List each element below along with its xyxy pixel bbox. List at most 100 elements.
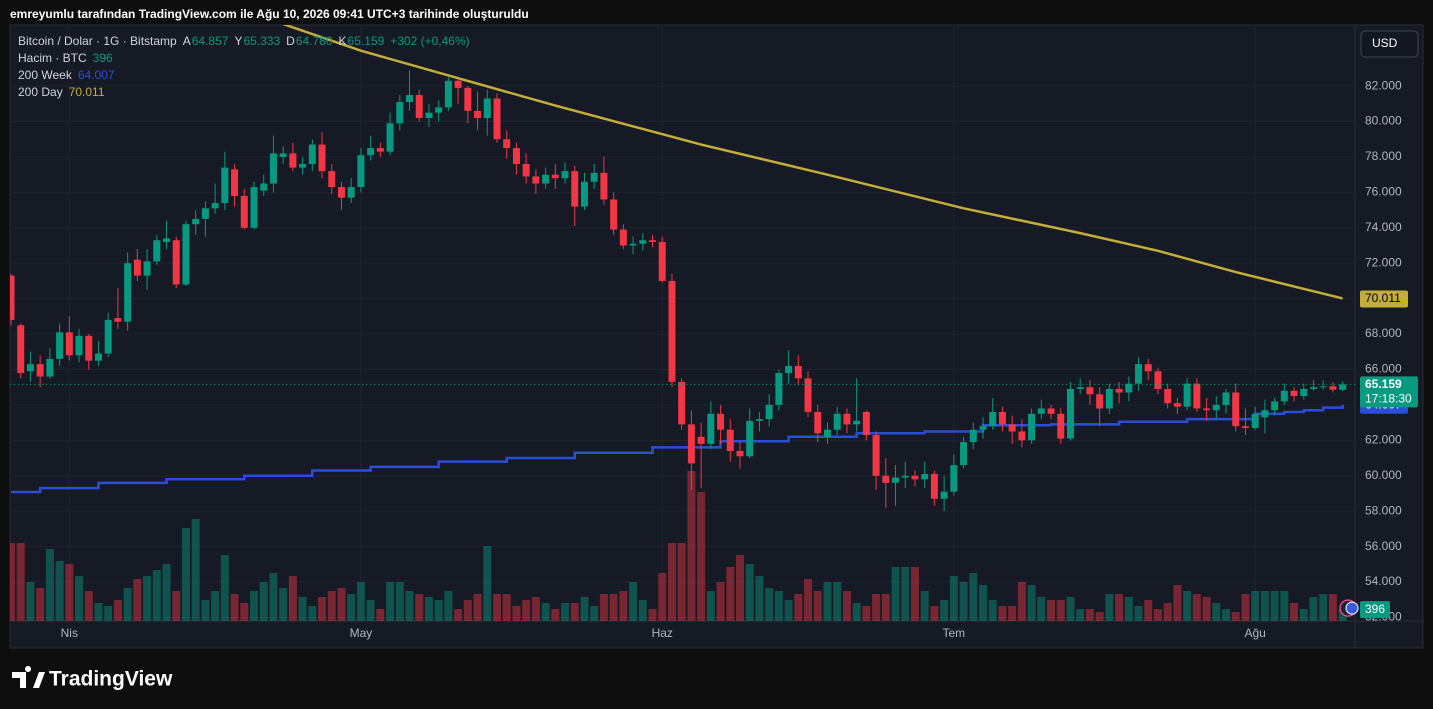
volume-bar [1309, 597, 1318, 621]
candle-body [746, 420, 754, 457]
candle-body [901, 475, 909, 478]
candle-body [124, 263, 132, 322]
candle-body [736, 450, 744, 457]
volume-bar [998, 606, 1007, 621]
candle-body [201, 208, 209, 219]
candle-body [425, 112, 433, 118]
candle-body [1105, 388, 1113, 409]
volume-bar [813, 591, 822, 621]
volume-bar [181, 528, 190, 621]
volume-bar [386, 582, 395, 621]
volume-bar [143, 576, 152, 621]
candle-body [221, 167, 229, 204]
candle-body [240, 195, 248, 228]
volume-bar [16, 543, 25, 621]
candle-body [454, 80, 462, 88]
candle-body [65, 332, 73, 356]
chart-frame [9, 24, 1424, 649]
moving-average [282, 25, 1343, 300]
volume-bar [1260, 591, 1269, 621]
candle-body [804, 378, 812, 413]
candle-body [250, 187, 258, 228]
candle-body [512, 148, 520, 165]
volume-bar [949, 576, 958, 621]
candle-body [1309, 387, 1317, 389]
volume-bar [395, 582, 404, 621]
volume-bar [1008, 606, 1017, 621]
volume-bar [405, 591, 414, 621]
candle-body [717, 413, 725, 430]
candle-body [36, 364, 44, 377]
volume-bar [366, 600, 375, 621]
grid-layer [10, 25, 1355, 621]
ohlc-key: K [339, 34, 347, 48]
candle-body [1280, 390, 1288, 402]
volume-bar [133, 579, 142, 621]
volume-bar [1241, 594, 1250, 621]
volume-bar [1144, 600, 1153, 621]
y-tick-label: 82.000 [1365, 78, 1402, 92]
candle-body [357, 155, 365, 188]
volume-bar [570, 603, 579, 621]
candle-body [56, 332, 64, 359]
volume-bar [1328, 594, 1337, 621]
candle-body [921, 473, 929, 480]
ohlc-key: Y [234, 34, 242, 48]
candle-body [668, 280, 676, 382]
volume-bar [619, 591, 628, 621]
volume-bar [1056, 600, 1065, 621]
candle-body [1300, 388, 1308, 397]
volume-bar [327, 591, 336, 621]
candle-body [551, 174, 559, 179]
volume-bar [1115, 594, 1124, 621]
legend: Bitcoin / Dolar · 1G · Bitstamp A64.857 Y6… [18, 34, 470, 99]
candle-body [580, 181, 588, 207]
volume-bar [959, 582, 968, 621]
candle-body [1135, 364, 1143, 384]
volume-bar [1066, 597, 1075, 621]
volume-bar [901, 567, 910, 621]
volume-bar [347, 594, 356, 621]
y-tick-label: 72.000 [1365, 255, 1402, 269]
candle-body [989, 412, 997, 427]
volume-bar [842, 591, 851, 621]
volume-bar [211, 591, 220, 621]
candle-body [483, 98, 491, 118]
candle-body [1251, 413, 1259, 428]
candle-body [872, 435, 880, 476]
candle-body [1232, 392, 1240, 427]
volume-bar [872, 594, 881, 621]
volume-bar [1027, 585, 1036, 621]
volume-bar [356, 582, 365, 621]
candle-body [1222, 392, 1230, 405]
countdown: 17:18:30 [1365, 392, 1412, 406]
volume-bar [94, 603, 103, 621]
volume-bar [36, 588, 45, 621]
candle-body [532, 176, 540, 184]
candle-body [289, 153, 297, 168]
candle-body [231, 169, 239, 196]
volume-bar [1047, 600, 1056, 621]
candle-body [1261, 410, 1269, 418]
candle-body [211, 203, 219, 209]
volume-bar [706, 591, 715, 621]
volume-bar [1153, 609, 1162, 621]
x-tick-label: Haz [652, 626, 673, 640]
volume-bar [794, 594, 803, 621]
volume-bar [502, 594, 511, 621]
symbol: Bitcoin / Dolar · 1G · Bitstamp [18, 34, 177, 48]
candle-body [386, 123, 394, 152]
currency-button[interactable] [1360, 30, 1419, 58]
candle-body [1008, 424, 1016, 432]
candle-body [104, 319, 112, 354]
ohlc-value: 65.333 [243, 34, 280, 48]
candle-body [911, 475, 919, 480]
candle-body [707, 413, 715, 444]
volume-bar [424, 597, 433, 621]
candle-body [1028, 413, 1036, 441]
volume-bar [677, 543, 686, 621]
candle-body [687, 424, 695, 464]
candle-body [998, 412, 1006, 425]
volume-bar [1231, 612, 1240, 621]
candle-body [785, 365, 793, 374]
